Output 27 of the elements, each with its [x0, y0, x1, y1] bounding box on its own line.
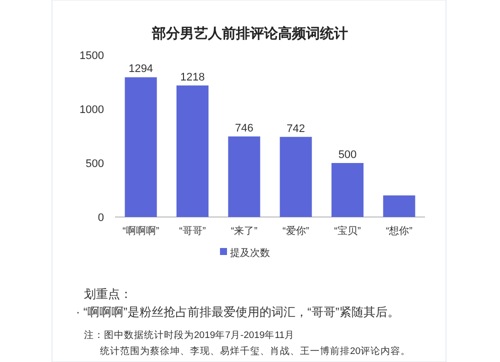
data-label: 1294: [128, 63, 154, 76]
bar: [228, 136, 260, 217]
bar: [176, 85, 209, 217]
text: 划重点：: [84, 287, 132, 301]
y-tick-label: 1000: [80, 104, 104, 116]
x-tick-label: “哥哥”: [179, 226, 206, 237]
x-tick-label: “想你”: [386, 225, 413, 237]
y-tick-label: 0: [98, 212, 104, 224]
text: · “啊啊啊”是粉丝抢占前排最爱使用的词汇，“哥哥”紧随其后。: [76, 305, 400, 319]
y-tick-label: 1500: [80, 50, 104, 62]
data-label: 500: [338, 149, 357, 161]
bar: [280, 136, 312, 217]
bar: [124, 77, 157, 217]
data-label: 742: [286, 122, 306, 135]
data-label: 1218: [180, 71, 205, 84]
text: 统计范围为蔡徐坤、李现、易烊千玺、肖战、王一博前排20评论内容。: [100, 345, 411, 357]
bar: [331, 163, 364, 217]
x-tick-label: “爱你”: [282, 225, 310, 237]
data-label: 746: [234, 122, 254, 134]
chart-title: 部分男艺人前排评论高频词统计: [151, 25, 348, 41]
bar: [383, 195, 416, 217]
x-tick-label: “啊啊啊”: [122, 226, 160, 237]
text: 注：图中数据统计时段为2019年7月-2019年11月: [84, 329, 295, 341]
y-tick-label: 500: [86, 158, 104, 170]
x-tick-label: “宝贝”: [334, 225, 361, 237]
x-tick-label: “来了”: [230, 225, 258, 237]
legend-label: 提及次数: [230, 247, 270, 259]
